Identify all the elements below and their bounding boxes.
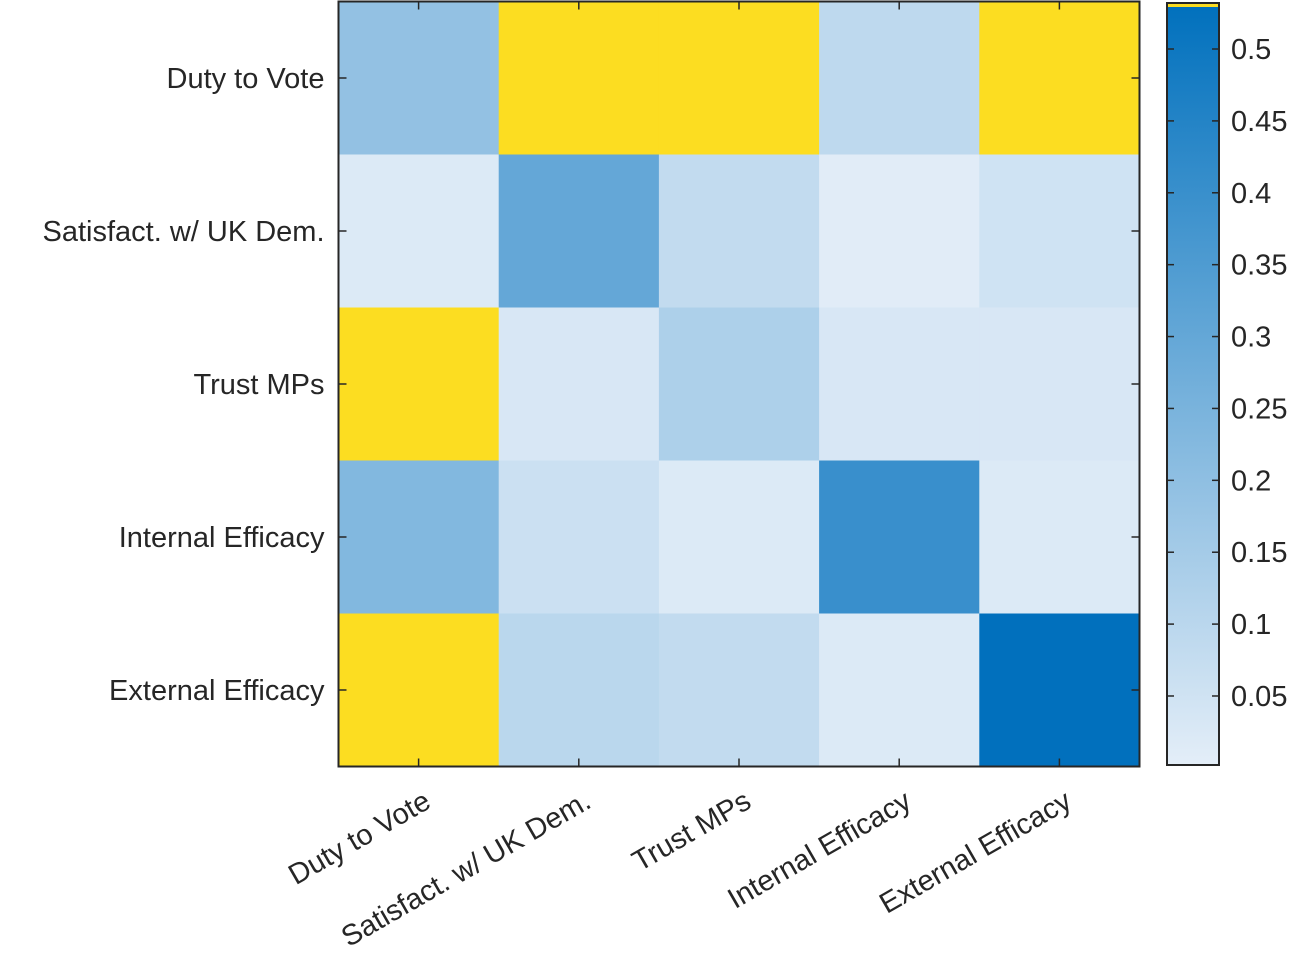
colorbar-masked-strip bbox=[1167, 3, 1219, 7]
x-tick-label: Trust MPs bbox=[627, 785, 756, 878]
heatmap-cells bbox=[338, 1, 1140, 767]
colorbar-tick-label: 0.45 bbox=[1231, 106, 1287, 138]
heatmap-cell bbox=[498, 154, 660, 308]
heatmap-cell bbox=[819, 154, 980, 308]
heatmap-cell bbox=[819, 613, 980, 767]
heatmap-cell bbox=[498, 1, 660, 155]
plot-frame bbox=[337, 0, 1141, 768]
axis-ticks bbox=[338, 1, 1140, 767]
heatmap-cell bbox=[819, 1, 980, 155]
heatmap-cell bbox=[338, 1, 500, 155]
heatmap-cell bbox=[979, 613, 1140, 767]
heatmap-cell bbox=[338, 154, 500, 308]
colorbar-tick-label: 0.25 bbox=[1231, 393, 1287, 425]
y-tick-label: Trust MPs bbox=[193, 369, 324, 401]
heatmap-cell bbox=[819, 460, 980, 614]
heatmap-cell bbox=[338, 613, 500, 767]
heatmap-cell bbox=[338, 460, 500, 614]
heatmap-cell bbox=[658, 154, 820, 308]
heatmap-cell bbox=[658, 613, 820, 767]
heatmap-cell bbox=[498, 460, 660, 614]
heatmap-cell bbox=[498, 613, 660, 767]
heatmap-cell bbox=[979, 1, 1140, 155]
colorbar-tick-label: 0.05 bbox=[1231, 681, 1287, 713]
colorbar-tick-label: 0.2 bbox=[1231, 465, 1271, 497]
heatmap-cell bbox=[979, 307, 1140, 461]
heatmap-cell bbox=[658, 307, 820, 461]
y-tick-label: Duty to Vote bbox=[167, 63, 325, 95]
colorbar-frame bbox=[1166, 2, 1220, 766]
colorbar-tick-label: 0.35 bbox=[1231, 250, 1287, 282]
heatmap-cell bbox=[658, 460, 820, 614]
heatmap-cell bbox=[498, 307, 660, 461]
x-tick-label: Duty to Vote bbox=[283, 785, 436, 892]
heatmap-cell bbox=[819, 307, 980, 461]
colorbar-gradient bbox=[1167, 3, 1219, 765]
colorbar-ticks: 0.05 0.1 0.15 0.2 0.25 0.3 0.35 0.4 0.45 0.5 bbox=[1167, 34, 1287, 713]
heatmap-cell bbox=[658, 1, 820, 155]
heatmap-cell bbox=[979, 154, 1140, 308]
colorbar-tick-label: 0.15 bbox=[1231, 537, 1287, 569]
colorbar: 0.05 0.1 0.15 0.2 0.25 0.3 0.35 0.4 0.45 0.5 bbox=[1166, 2, 1287, 766]
colorbar-tick-label: 0.5 bbox=[1231, 34, 1271, 66]
colorbar-tick-label: 0.4 bbox=[1231, 178, 1271, 210]
y-tick-label: External Efficacy bbox=[109, 675, 325, 707]
y-tick-labels: Duty to Vote Satisfact. w/ UK Dem. Trust M… bbox=[42, 63, 325, 707]
colorbar-tick-label: 0.3 bbox=[1231, 322, 1271, 354]
y-tick-label: Satisfact. w/ UK Dem. bbox=[42, 216, 324, 248]
heatmap-cell bbox=[979, 460, 1140, 614]
y-tick-label: Internal Efficacy bbox=[119, 522, 325, 554]
heatmap-cell bbox=[338, 307, 500, 461]
colorbar-tick-label: 0.1 bbox=[1231, 609, 1271, 641]
